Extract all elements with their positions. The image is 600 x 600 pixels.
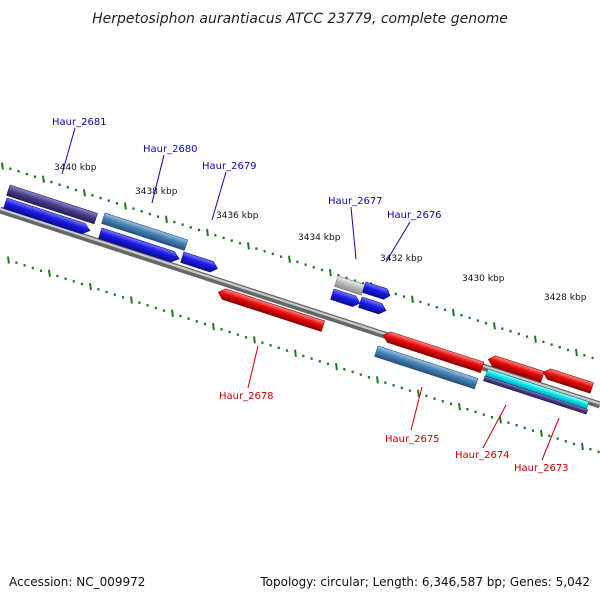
major-tick <box>206 228 209 237</box>
gene-label-haur-2681[interactable]: Haur_2681 <box>52 117 107 128</box>
major-tick <box>253 336 256 344</box>
tick-label: 3432 kbp <box>380 254 423 264</box>
gene-feature-haur-2673-red[interactable] <box>542 367 594 394</box>
major-tick <box>534 335 537 343</box>
major-tick <box>540 429 543 437</box>
tick-label: 3430 kbp <box>462 274 505 284</box>
gene-feature-haur-2676-arrow[interactable] <box>358 296 388 316</box>
leader-line-haur-2680 <box>151 154 165 204</box>
tick-label: 3440 kbp <box>54 163 97 173</box>
major-tick <box>48 269 51 277</box>
major-tick <box>212 322 215 331</box>
leader-line-haur-2679 <box>211 171 227 221</box>
major-tick <box>581 442 584 451</box>
major-tick <box>575 348 578 357</box>
gene-label-haur-2677[interactable]: Haur_2677 <box>328 196 383 207</box>
gene-feature-haur-2678[interactable] <box>217 287 325 332</box>
major-tick <box>294 349 297 357</box>
tick-label: 3438 kbp <box>135 187 178 197</box>
outer-tick-row <box>1 162 594 360</box>
major-tick <box>130 296 133 304</box>
gene-feature-haur-2680[interactable] <box>101 212 189 251</box>
major-tick <box>493 322 496 330</box>
major-tick <box>335 362 338 371</box>
gene-feature-haur-2681[interactable] <box>6 184 98 225</box>
genome-backbone <box>0 206 600 409</box>
major-tick <box>165 215 168 223</box>
gene-feature-haur-2681-arrow[interactable] <box>3 197 92 236</box>
leader-line-haur-2676 <box>385 221 411 263</box>
gene-label-haur-2676[interactable]: Haur_2676 <box>387 210 442 221</box>
major-tick <box>376 376 379 384</box>
leader-line-haur-2677 <box>350 206 357 260</box>
gene-feature-haur-2675-red[interactable] <box>382 330 485 373</box>
major-tick <box>458 402 461 411</box>
leader-line-haur-2678 <box>247 345 259 389</box>
tick-labels: 3440 kbp 3438 kbp 3436 kbp 3434 kbp 3432… <box>54 163 587 303</box>
gene-feature-haur-2675[interactable] <box>374 345 479 390</box>
gene-label-haur-2674[interactable]: Haur_2674 <box>455 450 510 461</box>
gene-feature-haur-2679[interactable] <box>180 251 220 274</box>
major-tick <box>417 389 420 397</box>
major-tick <box>288 255 291 263</box>
gene-feature-haur-2677[interactable] <box>334 275 366 296</box>
leader-line-haur-2673 <box>541 417 560 461</box>
leader-line-haur-2674 <box>482 404 507 449</box>
major-tick <box>329 268 332 277</box>
gene-labels: Haur_2681 Haur_2680 Haur_2679 Haur_2677 … <box>52 117 569 474</box>
tick-label: 3436 kbp <box>216 211 259 221</box>
map-title: Herpetosiphon aurantiacus ATCC 23779, co… <box>92 11 508 27</box>
tick-label: 3428 kbp <box>544 293 587 303</box>
gene-label-haur-2680[interactable]: Haur_2680 <box>143 144 198 155</box>
major-tick <box>89 282 92 291</box>
gene-feature-haur-2673[interactable] <box>483 375 589 415</box>
accession-text: Accession: NC_009972 <box>9 575 145 589</box>
gene-label-leaders <box>61 127 560 461</box>
gene-feature-haur-2677-arrow[interactable] <box>330 288 362 308</box>
inner-tick-row <box>7 256 600 454</box>
major-tick <box>42 175 45 183</box>
major-tick <box>83 189 86 197</box>
major-tick <box>124 202 127 210</box>
genome-summary-text: Topology: circular; Length: 6,346,587 bp… <box>259 575 590 589</box>
gene-feature-haur-2674-red[interactable] <box>487 354 545 383</box>
gene-feature-haur-2676[interactable] <box>362 281 392 301</box>
major-tick <box>247 242 250 250</box>
major-tick <box>171 309 174 317</box>
major-tick <box>1 162 4 170</box>
tick-label: 3434 kbp <box>298 233 341 243</box>
gene-features <box>3 184 594 415</box>
gene-label-haur-2678[interactable]: Haur_2678 <box>219 391 274 402</box>
major-tick <box>452 308 455 317</box>
gene-label-haur-2675[interactable]: Haur_2675 <box>385 434 440 445</box>
leader-line-haur-2681 <box>61 127 76 175</box>
gene-label-haur-2673[interactable]: Haur_2673 <box>514 463 569 474</box>
gene-label-haur-2679[interactable]: Haur_2679 <box>202 161 257 172</box>
leader-line-haur-2675 <box>410 386 423 431</box>
major-tick <box>411 295 414 303</box>
major-tick <box>7 256 10 264</box>
major-tick <box>499 416 502 424</box>
gene-feature-haur-2680-arrow[interactable] <box>98 227 181 264</box>
